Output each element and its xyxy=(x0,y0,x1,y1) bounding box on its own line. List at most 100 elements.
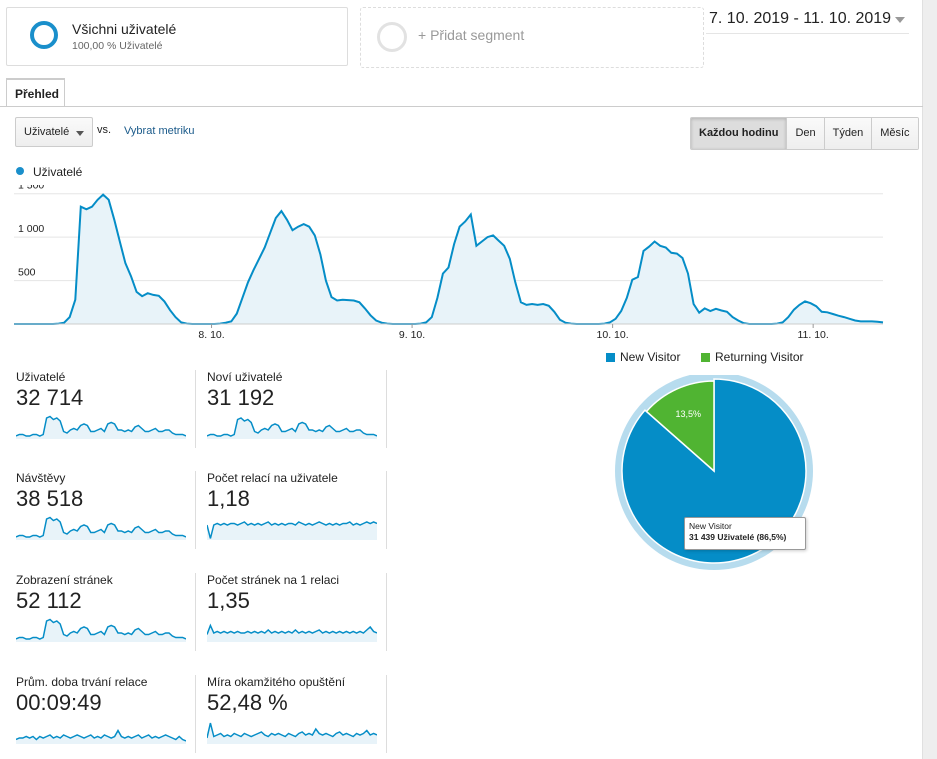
y-tick-label: 1 000 xyxy=(18,223,44,235)
sparkline-line xyxy=(207,417,377,437)
chevron-down-icon xyxy=(895,17,905,23)
metric-card[interactable]: Prům. doba trvání relace 00:09:49 xyxy=(16,675,188,754)
sparkline-area xyxy=(16,730,186,744)
metric-value: 38 518 xyxy=(16,486,84,511)
date-range-picker[interactable]: 7. 10. 2019 - 11. 10. 2019 xyxy=(706,9,909,34)
metric-sparkline xyxy=(207,722,377,744)
sparkline-line xyxy=(16,728,186,742)
add-segment-label: + Přidat segment xyxy=(418,27,525,43)
x-tick-label: 9. 10. xyxy=(399,329,425,341)
metric-name: Prům. doba trvání relace xyxy=(16,675,148,689)
pie-legend-new-visitor[interactable]: New Visitor xyxy=(606,350,680,364)
sparkline-line xyxy=(207,521,377,539)
metric-select-value: Uživatelé xyxy=(24,126,70,138)
y-tick-label: 500 xyxy=(18,267,36,279)
metric-value: 52,48 % xyxy=(207,690,288,715)
legend-swatch-returning xyxy=(701,353,710,362)
sparkline-area xyxy=(207,723,377,744)
legend-swatch-new xyxy=(606,353,615,362)
granularity-hourly-button[interactable]: Každou hodinu xyxy=(691,118,787,149)
metric-value: 00:09:49 xyxy=(16,690,102,715)
metric-sparkline xyxy=(16,728,186,744)
tab-overview-label: Přehled xyxy=(15,87,60,101)
pie-slice-returning-visitor xyxy=(645,380,715,473)
metric-divider xyxy=(195,573,196,651)
metric-name: Míra okamžitého opuštění xyxy=(207,675,346,689)
pie-legend-returning-visitor[interactable]: Returning Visitor xyxy=(701,350,804,364)
metric-card[interactable]: Míra okamžitého opuštění 52,48 % xyxy=(207,675,379,754)
pie-tooltip: New Visitor 31 439 Uživatelé (86,5%) xyxy=(684,517,806,550)
x-tick-label: 8. 10. xyxy=(198,329,224,341)
x-tick-label: 11. 10. xyxy=(797,329,828,341)
tooltip-title: New Visitor xyxy=(689,521,732,531)
metric-select[interactable]: Uživatelé xyxy=(15,117,93,147)
metric-name: Noví uživatelé xyxy=(207,370,283,384)
sparkline-area xyxy=(16,416,186,439)
metric-card[interactable]: Noví uživatelé 31 192 xyxy=(207,370,379,449)
pie-slice-label: 13,5% xyxy=(676,409,702,419)
sparkline-area xyxy=(207,522,377,540)
segment-circle-icon xyxy=(30,21,58,49)
tab-overview[interactable]: Přehled xyxy=(6,78,65,106)
metric-name: Počet stránek na 1 relaci xyxy=(207,573,340,587)
metric-name: Zobrazení stránek xyxy=(16,573,113,587)
granularity-month-button[interactable]: Měsíc xyxy=(871,118,918,149)
metric-card[interactable]: Návštěvy 38 518 xyxy=(16,471,188,550)
empty-segment-circle-icon xyxy=(377,22,407,52)
metric-divider xyxy=(386,370,387,448)
metric-name: Návštěvy xyxy=(16,471,66,485)
metric-sparkline xyxy=(207,521,377,540)
metric-value: 32 714 xyxy=(16,385,84,410)
segment-all-users[interactable]: Všichni uživatelé 100,00 % Uživatelé xyxy=(6,7,348,66)
metric-divider xyxy=(386,471,387,549)
tooltip-value: 31 439 Uživatelé (86,5%) xyxy=(689,532,787,542)
page-scrollbar[interactable] xyxy=(922,0,937,759)
metric-divider xyxy=(386,675,387,753)
y-tick-label: 1 500 xyxy=(18,185,44,192)
metric-value: 52 112 xyxy=(16,588,82,613)
metric-card[interactable]: Počet stránek na 1 relaci 1,35 xyxy=(207,573,379,652)
date-range-text: 7. 10. 2019 - 11. 10. 2019 xyxy=(709,10,892,27)
metric-sparkline xyxy=(207,623,377,642)
vs-label: vs. xyxy=(97,124,112,136)
chevron-down-icon xyxy=(76,131,84,136)
pie-legend-new-label: New Visitor xyxy=(620,350,681,364)
metric-card[interactable]: Počet relací na uživatele 1,18 xyxy=(207,471,379,550)
metric-sparkline xyxy=(16,516,186,540)
users-line-chart: 500 1 000 1 500 8. 10. 9. 10. 10. 10. 11. 10. xyxy=(14,185,884,341)
tab-divider xyxy=(0,106,923,107)
legend-label-users: Uživatelé xyxy=(33,165,83,179)
sparkline-line xyxy=(207,623,377,635)
granularity-day-button[interactable]: Den xyxy=(786,118,824,149)
metric-divider xyxy=(195,471,196,549)
segment-title: Všichni uživatelé xyxy=(72,21,177,37)
segment-subtitle: 100,00 % Uživatelé xyxy=(72,40,163,52)
legend-marker-users xyxy=(16,167,24,175)
metric-sparkline xyxy=(207,417,377,439)
granularity-toggle: Každou hodinu Den Týden Měsíc xyxy=(690,117,919,150)
metric-card[interactable]: Zobrazení stránek 52 112 xyxy=(16,573,188,652)
add-segment-button[interactable]: + Přidat segment xyxy=(360,7,704,68)
x-tick-label: 10. 10. xyxy=(597,329,629,341)
sparkline-area xyxy=(16,619,186,642)
metric-sparkline xyxy=(16,618,186,642)
metric-divider xyxy=(195,675,196,753)
select-metric-link[interactable]: Vybrat metriku xyxy=(124,125,195,137)
sparkline-line xyxy=(16,516,186,538)
sparkline-line xyxy=(16,415,186,437)
metric-divider xyxy=(386,573,387,651)
pie-legend-returning-label: Returning Visitor xyxy=(715,350,804,364)
sparkline-line xyxy=(16,618,186,640)
series-line-users xyxy=(14,193,884,325)
metric-value: 31 192 xyxy=(207,385,275,410)
granularity-week-button[interactable]: Týden xyxy=(823,118,872,149)
area-fill xyxy=(14,194,883,324)
sparkline-line xyxy=(207,722,377,739)
metric-name: Počet relací na uživatele xyxy=(207,471,338,485)
metric-sparkline xyxy=(16,415,186,439)
metric-value: 1,35 xyxy=(207,588,250,613)
sparkline-area xyxy=(16,517,186,540)
metric-divider xyxy=(195,370,196,448)
metric-card[interactable]: Uživatelé 32 714 xyxy=(16,370,188,449)
metric-value: 1,18 xyxy=(207,486,250,511)
